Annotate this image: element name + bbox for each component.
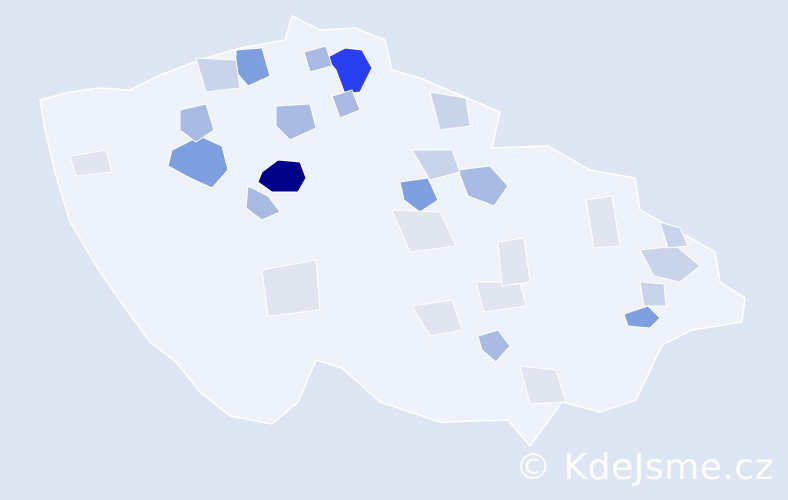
district-region[interactable] — [497, 237, 531, 287]
district-region[interactable] — [275, 103, 317, 141]
district-region[interactable] — [475, 281, 527, 313]
district-regions — [69, 45, 701, 405]
district-region[interactable] — [411, 299, 463, 337]
district-region[interactable] — [411, 149, 461, 181]
district-region[interactable] — [167, 135, 229, 189]
district-region[interactable] — [477, 329, 511, 363]
district-region[interactable] — [659, 221, 689, 249]
watermark-logo: © KdeJsme.cz — [515, 447, 774, 488]
district-region[interactable] — [391, 209, 457, 253]
district-region[interactable] — [429, 91, 471, 131]
district-region[interactable] — [69, 149, 113, 177]
district-region[interactable] — [195, 57, 241, 93]
district-region[interactable] — [245, 185, 281, 221]
country-outline — [39, 14, 746, 448]
district-region[interactable] — [331, 89, 361, 119]
district-region[interactable] — [261, 259, 321, 317]
district-region[interactable] — [399, 177, 439, 213]
district-region[interactable] — [179, 103, 215, 143]
district-region[interactable] — [585, 195, 621, 249]
district-region[interactable] — [325, 47, 373, 95]
district-region[interactable] — [303, 45, 333, 73]
district-region[interactable] — [257, 159, 307, 193]
district-region[interactable] — [519, 365, 567, 405]
district-region[interactable] — [457, 165, 509, 207]
district-region[interactable] — [623, 305, 661, 329]
district-region[interactable] — [639, 281, 667, 307]
